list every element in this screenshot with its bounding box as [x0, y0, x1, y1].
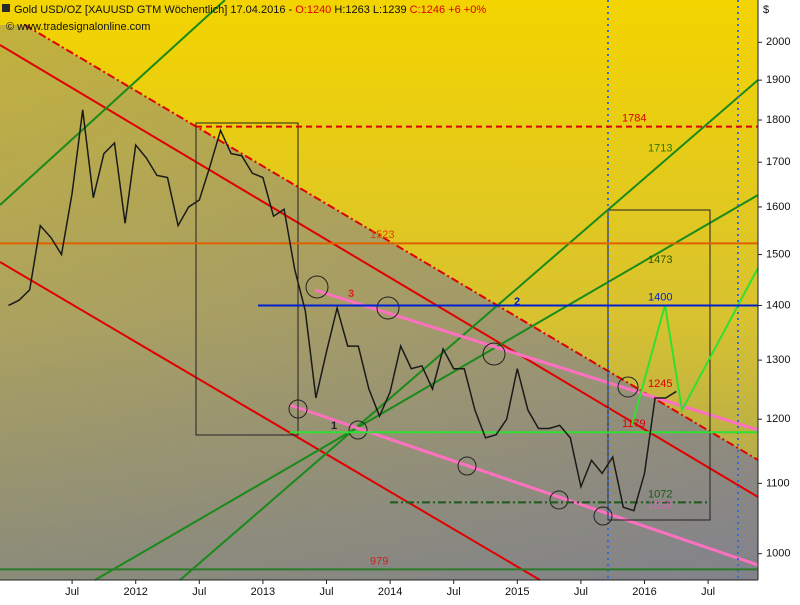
quote: L:1239	[373, 4, 407, 16]
chart-title: Gold USD/OZ [XAUUSD GTM Wöchentlich] 17.…	[14, 4, 486, 16]
quote: +6	[448, 4, 461, 16]
y-tick-label: 1400	[766, 299, 790, 311]
x-tick-label: 2015	[505, 586, 529, 598]
channel-line	[179, 79, 759, 581]
level-label: 1523	[370, 229, 394, 241]
pivot-circle	[593, 506, 613, 526]
price-line	[8, 109, 677, 512]
level-label: 1400	[648, 291, 672, 303]
quote: +0%	[464, 4, 487, 16]
pivot-circle	[482, 342, 506, 366]
y-tick-label: 1300	[766, 354, 790, 366]
annotation: 2	[514, 296, 520, 308]
x-tick-label: 2016	[632, 586, 656, 598]
y-tick-label: 1800	[766, 114, 790, 126]
pivot-circle	[305, 275, 329, 299]
trend-lines	[0, 0, 759, 581]
x-tick-label: Jul	[447, 586, 461, 598]
level-label: 1072	[648, 488, 672, 500]
level-label: 979	[370, 555, 388, 567]
axis-area	[758, 0, 800, 600]
x-tick-label: Jul	[574, 586, 588, 598]
pivot-circle	[457, 456, 477, 476]
level-label: 1179	[622, 418, 646, 430]
y-tick-label: 1200	[766, 413, 790, 425]
y-tick-label: 2000	[766, 36, 790, 48]
quote: O:1240	[295, 4, 331, 16]
pivot-circle	[288, 399, 308, 419]
pivot-circle	[376, 296, 400, 320]
annotation: 3	[348, 288, 354, 300]
x-tick-label: 2013	[251, 586, 275, 598]
y-tick-label: 1000	[766, 548, 790, 560]
channel-line	[0, 0, 226, 206]
x-tick-label: Jul	[65, 586, 79, 598]
projection	[631, 267, 759, 426]
level-label: 1056	[648, 499, 672, 511]
quote: H:1263	[334, 4, 369, 16]
box	[195, 122, 299, 436]
channel-line	[24, 24, 759, 461]
pivot-circle	[549, 490, 569, 510]
y-tick-label: 1100	[766, 477, 790, 489]
x-tick-label: Jul	[319, 586, 333, 598]
quote: C:1246	[410, 4, 445, 16]
x-tick-label: 2014	[378, 586, 402, 598]
annotation: 1	[331, 420, 337, 432]
y-tick-label: 1900	[766, 74, 790, 86]
channel-line	[0, 44, 759, 498]
series-swatch	[2, 4, 10, 12]
subtitle: © www.tradesignalonline.com	[6, 21, 150, 33]
x-tick-label: 2012	[123, 586, 147, 598]
level-label: 1473	[648, 254, 672, 266]
x-tick-label: Jul	[192, 586, 206, 598]
box	[607, 209, 711, 521]
axis-area	[0, 580, 758, 600]
pivot-circle	[348, 420, 368, 440]
level-label: 1245	[648, 378, 672, 390]
level-label: 1784	[622, 113, 646, 125]
y-axis-label: $	[763, 4, 769, 16]
y-tick-label: 1500	[766, 248, 790, 260]
channel-line	[0, 261, 541, 581]
title: Gold USD/OZ [XAUUSD GTM Wöchentlich] 17.…	[2, 4, 486, 33]
pivot-circle	[617, 376, 639, 398]
level-label: 1713	[648, 142, 672, 154]
x-tick-label: Jul	[701, 586, 715, 598]
y-tick-label: 1700	[766, 156, 790, 168]
title-text: Gold USD/OZ [XAUUSD GTM Wöchentlich] 17.…	[14, 4, 292, 16]
y-tick-label: 1600	[766, 201, 790, 213]
channel-line	[94, 194, 759, 581]
